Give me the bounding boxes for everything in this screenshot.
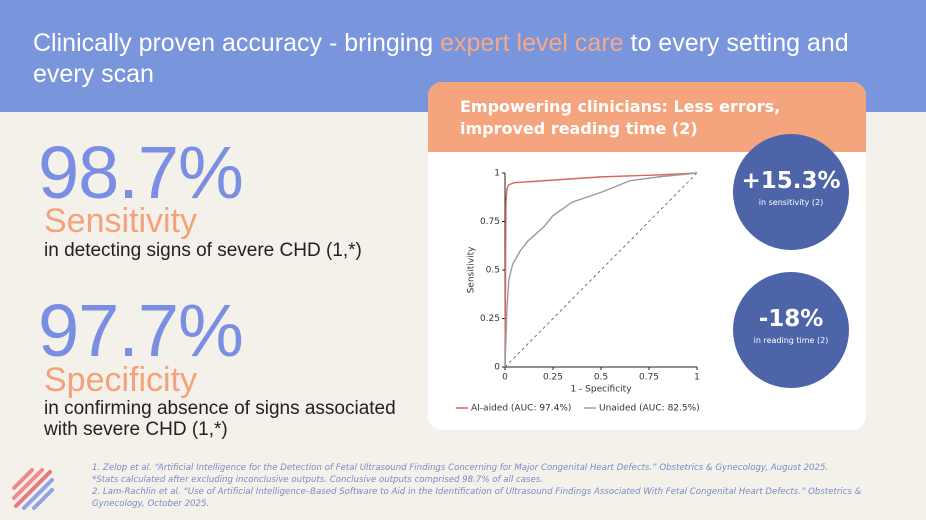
roc-curve (504, 172, 698, 368)
x-tick-label: 0.25 (543, 373, 563, 383)
footnote: 1. Zelop et al. “Artificial Intelligence… (92, 463, 829, 473)
x-tick-label: 0.75 (639, 373, 659, 383)
chart-panel: Empowering clinicians: Less errors, impr… (428, 82, 866, 430)
stat-value: 97.7% (38, 289, 244, 372)
y-tick-label: 0.75 (480, 217, 500, 227)
callout-value: -18% (758, 306, 824, 332)
callout: -18% in reading time (2) (733, 272, 849, 388)
stat-description: in confirming absence of signs associate… (44, 398, 396, 440)
stat-value: 98.7% (38, 131, 244, 214)
reference-line (504, 172, 698, 368)
logo (12, 468, 54, 510)
stat-description: in detecting signs of severe CHD (1,*) (44, 240, 362, 261)
legend-label: Unaided (AUC: 82.5%) (599, 404, 700, 414)
footnotes: 1. Zelop et al. “Artificial Intelligence… (92, 462, 907, 510)
y-axis-label: Sensitivity (467, 246, 477, 294)
callout-label: in reading time (2) (753, 336, 829, 345)
x-tick-label: 0.5 (594, 373, 608, 383)
y-tick-label: 0.5 (486, 266, 500, 276)
y-tick-label: 1 (494, 169, 500, 179)
roc-chart: 0 0.25 0.5 0.75 1 0 0.25 0.5 0.75 1 1 - Specificit… (456, 169, 700, 414)
footnote: 2. Lam-Rachlin et al. “Use of Artificial… (92, 487, 862, 509)
x-tick-label: 1 (694, 373, 700, 383)
footnote: *Stats calculated after excluding inconc… (92, 475, 543, 485)
roc-curve (504, 172, 698, 368)
callout-label: in sensitivity (2) (758, 198, 824, 207)
x-tick-label: 0 (502, 373, 508, 383)
legend-label: AI-aided (AUC: 97.4%) (471, 404, 571, 414)
stat-metric: Specificity (44, 361, 198, 399)
y-tick-label: 0 (494, 363, 500, 373)
callout-value: +15.3% (741, 168, 841, 194)
y-tick-label: 0.25 (480, 314, 500, 324)
title-highlight: expert level care (440, 29, 624, 57)
x-axis-label: 1 - Specificity (570, 385, 632, 395)
title-text: to every setting and every scan (33, 29, 849, 88)
title-text: Clinically proven accuracy - bringing (33, 29, 441, 57)
panel-title: Empowering clinicians: Less errors, impr… (460, 97, 781, 138)
slide-title: Clinically proven accuracy - bringing ex… (33, 28, 853, 90)
callout: +15.3% in sensitivity (2) (733, 134, 849, 250)
stat-metric: Sensitivity (44, 202, 198, 240)
